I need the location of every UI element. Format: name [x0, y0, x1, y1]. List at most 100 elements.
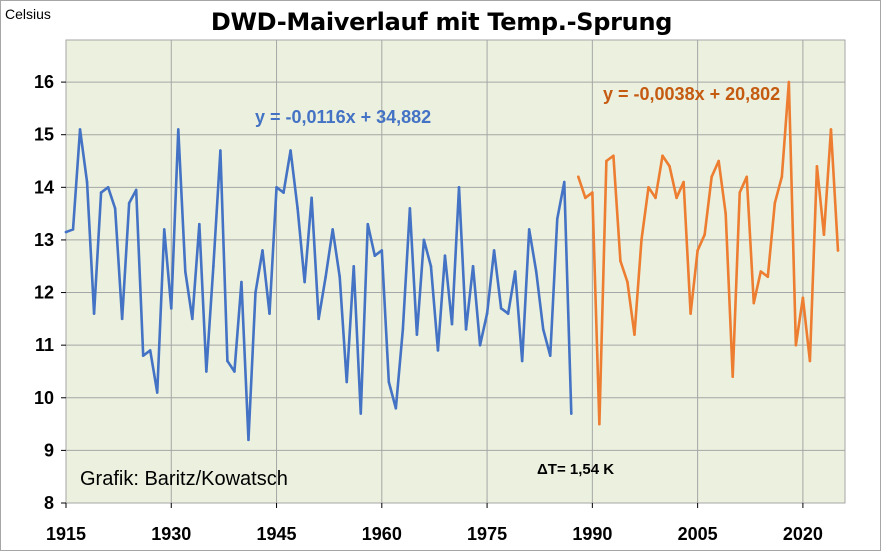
y-axis-unit-label: Celsius — [5, 6, 51, 22]
data-point — [506, 312, 510, 315]
x-tick-label: 1915 — [46, 524, 86, 544]
data-point — [619, 259, 622, 263]
data-point — [780, 175, 784, 179]
data-point — [296, 207, 299, 210]
series-lines — [64, 80, 840, 442]
x-tick-label: 1930 — [151, 524, 191, 544]
data-point — [443, 254, 447, 258]
data-point — [141, 354, 145, 357]
data-point — [759, 270, 763, 273]
data-point — [408, 207, 412, 210]
data-point — [268, 312, 271, 315]
data-point — [787, 80, 791, 84]
x-tick-label: 1945 — [257, 524, 297, 544]
data-point — [275, 186, 278, 189]
data-point — [675, 196, 678, 200]
data-point — [534, 270, 538, 273]
data-point — [380, 249, 384, 252]
grid-lines — [66, 40, 845, 503]
data-point — [198, 222, 201, 226]
data-point — [598, 422, 601, 426]
data-point — [148, 349, 152, 352]
data-point — [766, 275, 770, 279]
data-point — [626, 280, 629, 284]
data-point — [99, 191, 103, 194]
data-point — [191, 317, 194, 321]
x-axis-ticks: 1915 1930 1945 1960 1975 1990 2005 2020 — [46, 503, 823, 544]
data-point — [703, 233, 706, 236]
data-point — [134, 188, 138, 192]
data-point — [212, 264, 215, 268]
data-point — [233, 370, 236, 373]
data-point — [247, 438, 250, 442]
data-point — [527, 228, 531, 231]
data-point — [724, 212, 727, 215]
data-point — [668, 164, 671, 168]
y-tick-label: 14 — [34, 177, 54, 197]
credit-annotation: Grafik: Baritz/Kowatsch — [80, 468, 288, 490]
data-point — [752, 301, 756, 305]
data-point — [422, 238, 426, 242]
data-point — [499, 307, 503, 310]
data-point — [520, 359, 524, 363]
data-point — [331, 228, 334, 231]
data-point — [71, 228, 75, 231]
trendline-equation-1988-2025: y = -0,0038x + 20,802 — [603, 84, 780, 104]
delta-annotation: ΔT= 1,54 K — [537, 461, 614, 478]
data-point — [647, 186, 650, 189]
data-point — [106, 186, 110, 189]
chart-title: DWD-Maiverlauf mit Temp.-Sprung — [210, 8, 673, 36]
data-point — [464, 328, 468, 331]
data-point — [338, 275, 342, 279]
data-point — [696, 249, 699, 252]
data-point — [654, 196, 657, 200]
data-point — [555, 217, 559, 221]
data-point — [471, 264, 475, 268]
y-tick-label: 10 — [34, 388, 54, 408]
data-point — [155, 391, 159, 394]
data-point — [605, 159, 608, 163]
data-point — [436, 349, 440, 352]
data-point — [345, 380, 349, 384]
data-point — [366, 222, 370, 226]
data-point — [633, 333, 636, 336]
data-point — [169, 307, 173, 310]
data-point — [205, 370, 208, 373]
data-point — [492, 249, 496, 252]
data-point — [541, 328, 545, 331]
data-point — [113, 207, 117, 210]
data-point — [352, 264, 356, 268]
data-point — [773, 201, 777, 205]
data-point — [710, 175, 713, 179]
trendline-equation-1915-1987: y = -0,0116x + 34,882 — [255, 107, 431, 127]
data-point — [591, 191, 594, 194]
data-point — [584, 196, 587, 200]
data-point — [661, 154, 664, 158]
x-tick-label: 1960 — [362, 524, 402, 544]
data-point — [226, 359, 229, 363]
data-point — [808, 359, 812, 363]
data-point — [85, 180, 89, 184]
data-point — [387, 380, 391, 384]
data-point — [569, 412, 573, 415]
y-tick-label: 8 — [44, 493, 54, 513]
y-tick-label: 13 — [34, 230, 54, 250]
data-point — [254, 291, 257, 294]
x-tick-label: 2020 — [783, 524, 823, 544]
data-point — [317, 317, 320, 321]
data-point — [310, 196, 313, 200]
data-point — [429, 264, 433, 268]
data-point — [240, 280, 243, 284]
data-point — [689, 312, 692, 315]
data-point — [640, 238, 643, 242]
data-point — [836, 249, 840, 252]
data-point — [282, 191, 285, 194]
y-tick-label: 9 — [44, 440, 54, 460]
data-point — [401, 328, 405, 331]
data-point — [478, 343, 482, 347]
data-point — [548, 354, 552, 357]
data-point — [822, 233, 826, 236]
data-point — [682, 180, 685, 184]
data-point — [127, 201, 131, 205]
